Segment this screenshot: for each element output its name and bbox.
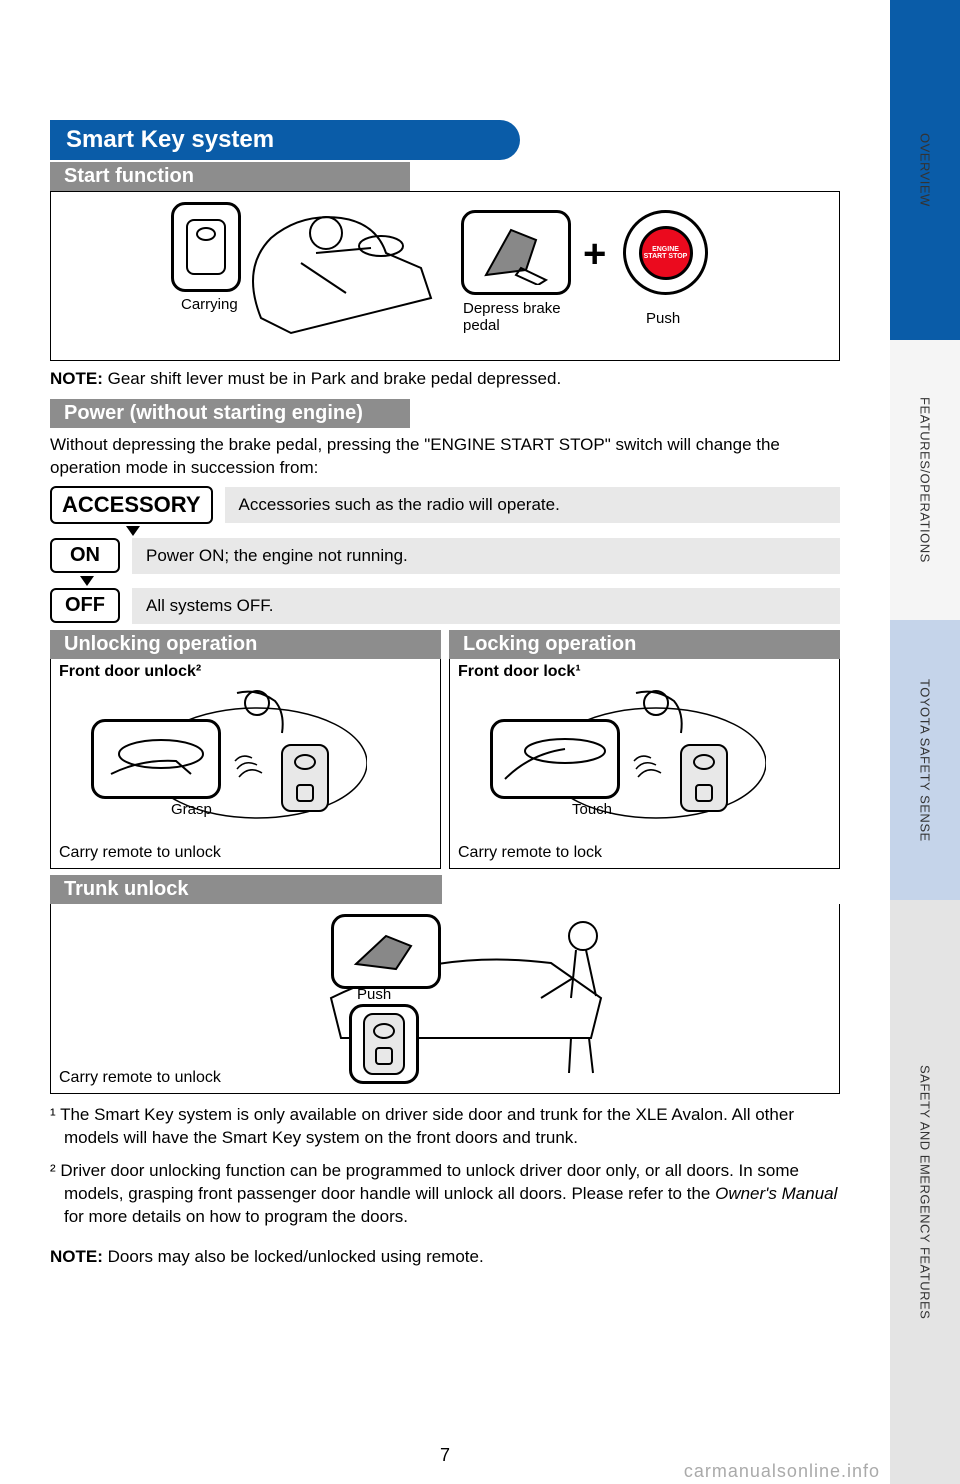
page-content: Smart Key system Start function Carrying… [50, 120, 840, 1275]
footnote-2a: ² Driver door unlocking function can be … [50, 1161, 799, 1203]
handle-frame [91, 719, 221, 799]
mode-off-desc: All systems OFF. [132, 588, 840, 624]
lock-caption: Carry remote to lock [458, 844, 602, 862]
touch-handle-icon [500, 729, 610, 789]
grasp-handle-icon [101, 729, 211, 789]
engine-button-label: ENGINE START STOP [642, 246, 690, 260]
page-title: Smart Key system [50, 120, 520, 160]
mode-off: OFF [50, 588, 120, 623]
lock-header: Locking operation [449, 630, 840, 659]
tab-features[interactable]: FEATURES/OPERATIONS [890, 340, 960, 620]
touch-label: Touch [572, 801, 612, 818]
tab-overview[interactable]: OVERVIEW [890, 0, 960, 340]
driver-outline-icon [231, 198, 461, 348]
lock-key-icon [680, 744, 728, 812]
unlock-title: Front door unlock² [59, 663, 432, 681]
unlock-header: Unlocking operation [50, 630, 441, 659]
start-illustration: Carrying Depress brake pedal + ENGINE ST… [50, 191, 840, 361]
brake-pedal-frame [461, 210, 571, 295]
grasp-label: Grasp [171, 801, 212, 818]
unlock-column: Unlocking operation Front door unlock² G… [50, 630, 441, 869]
arrow-down-icon [80, 576, 94, 586]
final-note: NOTE: Doors may also be locked/unlocked … [50, 1247, 840, 1267]
footnote-2: ² Driver door unlocking function can be … [50, 1160, 840, 1229]
trunk-key-icon [363, 1013, 405, 1075]
lock-title: Front door lock¹ [458, 663, 831, 681]
final-note-label: NOTE: [50, 1247, 103, 1266]
power-intro: Without depressing the brake pedal, pres… [50, 434, 840, 480]
trunk-push-icon [341, 924, 431, 979]
key-fob-icon [186, 219, 226, 275]
tab-safety-sense[interactable]: TOYOTA SAFETY SENSE [890, 620, 960, 900]
lock-illustration: Front door lock¹ Touch Carry remote to l… [449, 659, 840, 869]
brake-pedal-icon [476, 220, 556, 285]
engine-start-stop-button[interactable]: ENGINE START STOP [639, 226, 693, 280]
tab-safety-sense-label: TOYOTA SAFETY SENSE [918, 679, 933, 842]
mode-row-on: ON Power ON; the engine not running. [50, 538, 840, 574]
side-tabs: OVERVIEW FEATURES/OPERATIONS TOYOTA SAFE… [890, 0, 960, 1484]
trunk-illustration: Push Carry remote to unlock [50, 904, 840, 1094]
mode-accessory: ACCESSORY [50, 486, 213, 524]
final-note-text: Doors may also be locked/unlocked using … [103, 1247, 484, 1266]
plus-icon: + [583, 232, 606, 277]
carrying-label: Carrying [181, 296, 238, 313]
mode-on-desc: Power ON; the engine not running. [132, 538, 840, 574]
lock-column: Locking operation Front door lock¹ Touch [449, 630, 840, 869]
depress-label: Depress brake pedal [463, 300, 583, 334]
tab-safety-emergency[interactable]: SAFETY AND EMERGENCY FEATURES [890, 900, 960, 1484]
start-header: Start function [50, 162, 410, 191]
arrow-down-icon [126, 526, 140, 536]
note-text: Gear shift lever must be in Park and bra… [103, 369, 561, 388]
trunk-push-label: Push [357, 986, 391, 1003]
engine-button-frame: ENGINE START STOP [623, 210, 708, 295]
mode-row-off: OFF All systems OFF. [50, 588, 840, 624]
footnote-2b: Owner's Manual [715, 1184, 837, 1203]
trunk-caption: Carry remote to unlock [59, 1069, 221, 1087]
mode-on: ON [50, 538, 120, 573]
unlock-key-icon [281, 744, 329, 812]
unlock-caption: Carry remote to unlock [59, 844, 221, 862]
note-label: NOTE: [50, 369, 103, 388]
mode-accessory-desc: Accessories such as the radio will opera… [225, 487, 840, 523]
mode-row-accessory: ACCESSORY Accessories such as the radio … [50, 486, 840, 524]
trunk-header: Trunk unlock [50, 875, 442, 904]
trunk-key-frame [349, 1004, 419, 1084]
start-note: NOTE: Gear shift lever must be in Park a… [50, 369, 840, 389]
unlock-illustration: Front door unlock² Grasp Carry remote to… [50, 659, 441, 869]
tab-features-label: FEATURES/OPERATIONS [918, 397, 933, 563]
push-label: Push [646, 310, 680, 327]
tab-overview-label: OVERVIEW [918, 133, 933, 207]
watermark: carmanualsonline.info [684, 1461, 880, 1482]
footnote-2c: for more details on how to program the d… [64, 1207, 408, 1226]
trunk-push-frame [331, 914, 441, 989]
lock-unlock-row: Unlocking operation Front door unlock² G… [50, 630, 840, 869]
tab-safety-emergency-label: SAFETY AND EMERGENCY FEATURES [918, 1065, 933, 1319]
power-header: Power (without starting engine) [50, 399, 410, 428]
footnote-1: ¹ The Smart Key system is only available… [50, 1104, 840, 1150]
handle-frame [490, 719, 620, 799]
